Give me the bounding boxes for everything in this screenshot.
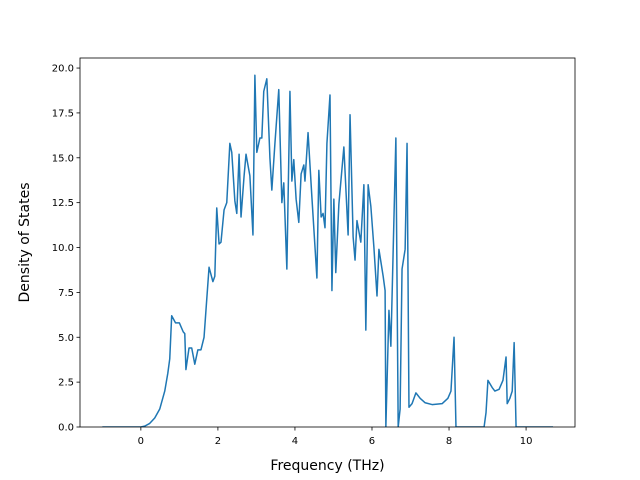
- y-axis-label: Density of States: [17, 183, 33, 303]
- x-axis-label: Frequency (THz): [270, 458, 384, 474]
- series-line: [102, 74, 554, 427]
- y-tick-label: 7.5: [58, 288, 74, 299]
- y-tick-label: 20.0: [52, 64, 74, 75]
- y-tick-label: 0.0: [58, 423, 74, 434]
- y-tick-label: 17.5: [52, 108, 74, 119]
- x-tick-label: 2: [215, 436, 221, 447]
- y-tick-label: 12.5: [52, 198, 74, 209]
- x-tick-label: 4: [292, 436, 298, 447]
- y-tick-label: 15.0: [52, 153, 74, 164]
- x-tick-label: 6: [369, 436, 375, 447]
- x-tick-label: 0: [138, 436, 144, 447]
- x-tick-label: 10: [520, 436, 533, 447]
- y-tick-label: 5.0: [58, 333, 74, 344]
- x-tick-label: 8: [446, 436, 452, 447]
- axes-frame: [79, 57, 576, 428]
- y-tick-label: 10.0: [52, 243, 74, 254]
- y-tick-label: 2.5: [58, 378, 74, 389]
